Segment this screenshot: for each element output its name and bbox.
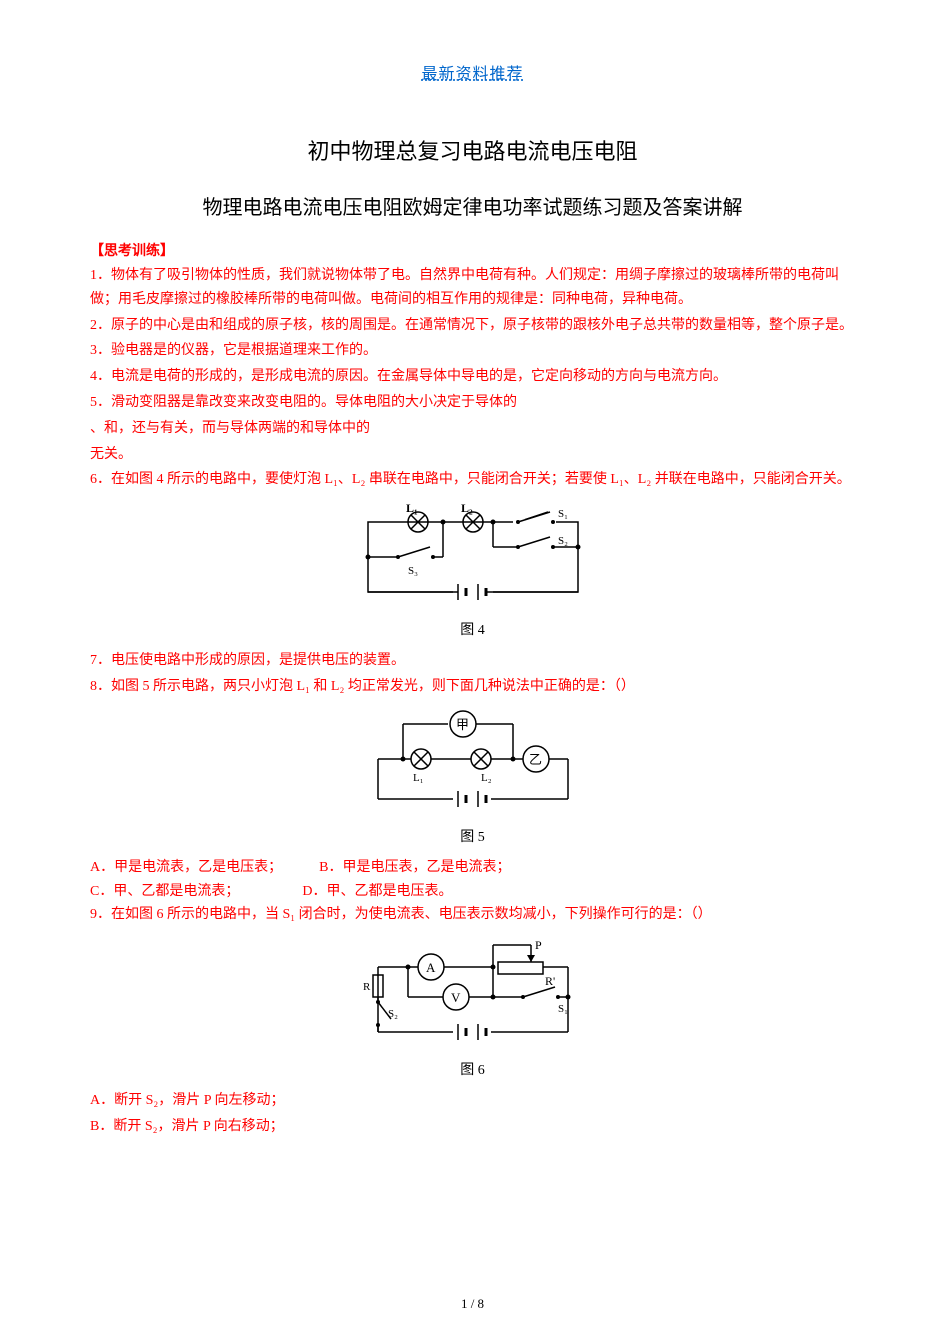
figure-6-caption: 图 6	[90, 1059, 855, 1079]
fig6-P-label: P	[535, 938, 542, 952]
figure-6-container: A P R' V S₁ R	[90, 937, 855, 1079]
circuit-diagram-6: A P R' V S₁ R	[363, 937, 583, 1052]
fig6-V-label: V	[451, 990, 461, 1005]
fig4-S3-label: S₃	[408, 565, 418, 577]
question-2: 2．原子的中心是由和组成的原子核，核的周围是。在通常情况下，原子核带的跟核外电子…	[90, 314, 855, 338]
fig6-R-label: R'	[545, 974, 555, 988]
header-banner: 最新资料推荐	[90, 60, 855, 84]
fig5-jia-label: 甲	[456, 717, 469, 732]
question-8: 8．如图 5 所示电路，两只小灯泡 L₁ 和 L₂ 均正常发光，则下面几种说法中…	[90, 675, 855, 699]
fig5-yi-label: 乙	[529, 752, 542, 767]
fig5-L1-label: L₁	[413, 772, 424, 784]
fig6-R0-label: R	[363, 981, 371, 993]
question-5-line2: 、和，还与有关，而与导体两端的和导体中的	[90, 417, 855, 441]
q8-option-a: A．甲是电流表，乙是电压表；	[90, 860, 282, 875]
question-8-options-row2: C．甲、乙都是电流表； D．甲、乙都是电压表。	[90, 880, 855, 904]
fig5-L2-label: L₂	[481, 772, 492, 784]
section-label: 【思考训练】	[90, 240, 855, 260]
page-number: 1 / 8	[0, 1296, 945, 1312]
question-3: 3．验电器是的仪器，它是根据道理来工作的。	[90, 339, 855, 363]
fig4-L1-label: L₁	[406, 502, 418, 515]
fig4-L2-label: L₂	[461, 502, 473, 515]
fig6-S1-label: S₁	[558, 1003, 568, 1015]
fig4-S2-label: S₂	[558, 535, 568, 547]
figure-5-caption: 图 5	[90, 826, 855, 846]
question-5-line1: 5．滑动变阻器是靠改变来改变电阻的。导体电阻的大小决定于导体的	[90, 391, 855, 415]
fig4-S1-label: S₁	[558, 508, 568, 520]
question-8-options-row1: A．甲是电流表，乙是电压表； B．甲是电压表，乙是电流表；	[90, 856, 855, 880]
q8-option-c: C．甲、乙都是电流表；	[90, 884, 239, 899]
question-6: 6．在如图 4 所示的电路中，要使灯泡 L₁、L₂ 串联在电路中，只能闭合开关；…	[90, 468, 855, 492]
question-4: 4．电流是电荷的形成的，是形成电流的原因。在金属导体中导电的是，它定向移动的方向…	[90, 365, 855, 389]
figure-4-caption: 图 4	[90, 619, 855, 639]
question-9-option-a: A．断开 S₂，滑片 P 向左移动；	[90, 1089, 855, 1113]
fig6-A-label: A	[426, 960, 436, 975]
fig6-S2-label: S₂	[388, 1008, 398, 1020]
question-9-option-b: B．断开 S₂，滑片 P 向右移动；	[90, 1115, 855, 1139]
figure-4-container: L₁ L₂ S₁ S₂ S₃	[90, 502, 855, 639]
sub-title: 物理电路电流电压电阻欧姆定律电功率试题练习题及答案讲解	[90, 191, 855, 220]
question-7: 7．电压使电路中形成的原因，是提供电压的装置。	[90, 649, 855, 673]
question-9: 9．在如图 6 所示的电路中，当 S₁ 闭合时，为使电流表、电压表示数均减小，下…	[90, 903, 855, 927]
figure-5-container: 甲 L₁ L₂ 乙 图 5	[90, 709, 855, 846]
circuit-diagram-4: L₁ L₂ S₁ S₂ S₃	[358, 502, 588, 612]
main-title: 初中物理总复习电路电流电压电阻	[90, 134, 855, 166]
q8-option-b: B．甲是电压表，乙是电流表；	[319, 860, 510, 875]
circuit-diagram-5: 甲 L₁ L₂ 乙	[363, 709, 583, 819]
question-1: 1．物体有了吸引物体的性质，我们就说物体带了电。自然界中电荷有种。人们规定：用绸…	[90, 264, 855, 312]
question-5-line3: 无关。	[90, 443, 855, 467]
q8-option-d: D．甲、乙都是电压表。	[302, 884, 452, 899]
